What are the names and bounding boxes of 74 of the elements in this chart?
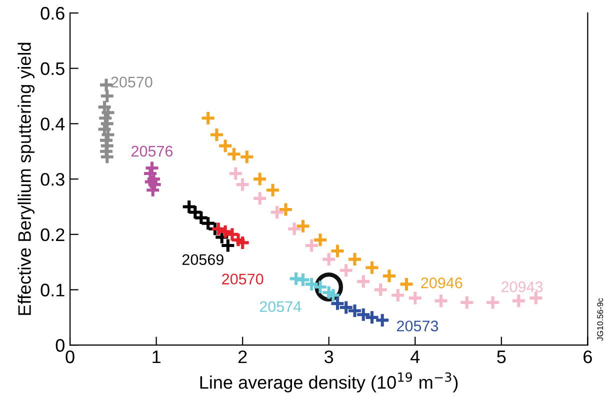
point xyxy=(338,262,354,278)
series-label: 20573 xyxy=(397,320,438,332)
point xyxy=(304,276,320,292)
point xyxy=(381,268,398,284)
point xyxy=(330,243,346,259)
point xyxy=(312,232,328,248)
y-tick-label: 0 xyxy=(56,339,64,352)
y-tick-label: 0.6 xyxy=(40,6,64,20)
point xyxy=(269,204,285,220)
point xyxy=(200,110,216,126)
x-axis-title: Line average density (10$^{19}$ m$^{−3}$) xyxy=(200,372,458,392)
point xyxy=(295,218,311,234)
point xyxy=(346,252,363,268)
y-tick-label: 0.1 xyxy=(40,284,64,296)
x-tick-label: 6 xyxy=(584,350,592,364)
point xyxy=(407,290,423,306)
point xyxy=(374,312,390,328)
text: JG10.56-9c xyxy=(597,298,604,341)
point xyxy=(230,232,246,248)
series-label: 20943 xyxy=(502,281,543,292)
point xyxy=(510,293,526,309)
x-tick-label: 5 xyxy=(497,350,506,364)
point xyxy=(99,88,115,104)
point xyxy=(325,288,341,304)
point xyxy=(398,276,414,292)
y-tick-label: 0.5 xyxy=(40,62,64,76)
point xyxy=(252,190,268,206)
point xyxy=(181,198,197,214)
point xyxy=(364,260,380,276)
x-tick-label: 3 xyxy=(324,350,334,364)
y-tick-label: 0.2 xyxy=(40,228,64,242)
point xyxy=(338,300,354,316)
point xyxy=(390,288,406,304)
point xyxy=(356,306,372,322)
x-tick-label: 0 xyxy=(66,350,74,364)
point xyxy=(220,238,236,254)
point xyxy=(330,296,346,312)
point xyxy=(312,279,328,295)
y-tick-label: 0.4 xyxy=(40,118,65,130)
point xyxy=(200,216,216,232)
x-tick-label: 4 xyxy=(410,350,420,364)
point xyxy=(459,294,475,310)
y-axis-title: Effective Beryllium sputtering yield xyxy=(18,42,35,315)
point xyxy=(228,166,244,182)
point xyxy=(239,149,255,165)
point xyxy=(193,210,209,226)
point xyxy=(208,126,224,143)
point xyxy=(346,303,363,319)
x-tick-label: 2 xyxy=(238,350,247,364)
point xyxy=(226,146,242,162)
point xyxy=(187,204,203,220)
point xyxy=(234,234,250,250)
point xyxy=(485,294,501,310)
point xyxy=(286,221,302,237)
point xyxy=(278,202,294,218)
series-label: 20574 xyxy=(260,301,302,312)
point xyxy=(143,174,159,190)
point xyxy=(433,293,449,309)
point xyxy=(218,138,234,154)
point xyxy=(321,252,337,268)
series-label: 20946 xyxy=(421,277,462,288)
point xyxy=(364,310,380,326)
point xyxy=(304,238,320,254)
y-tick-label: 0.3 xyxy=(40,172,64,186)
series-label: 20576 xyxy=(132,146,173,157)
point xyxy=(372,282,388,298)
point xyxy=(356,274,372,290)
point xyxy=(252,171,268,187)
series-label: 20570 xyxy=(222,274,264,284)
series-label: 20569 xyxy=(182,254,224,266)
x-tick-label: 1 xyxy=(152,350,160,364)
series-label: 20570 xyxy=(111,76,152,88)
point xyxy=(234,176,250,192)
point xyxy=(265,182,281,198)
